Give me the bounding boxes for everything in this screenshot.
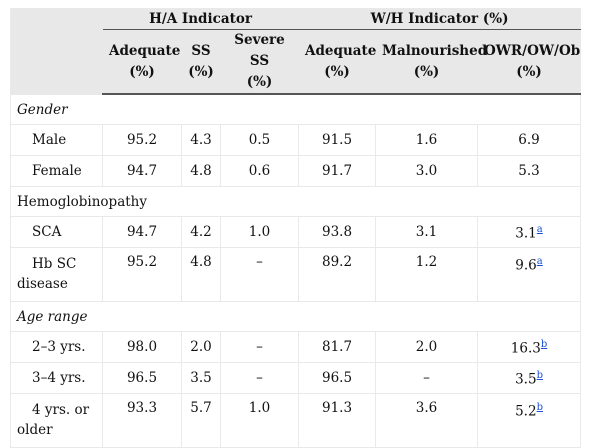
table-cell: 91.5 bbox=[298, 124, 377, 156]
table-cell: 4.2 bbox=[181, 216, 221, 248]
table-row: Female 94.7 4.8 0.6 91.7 3.0 5.3 bbox=[10, 155, 582, 187]
table-cell: 98.0 bbox=[102, 331, 182, 363]
table-cell: 4.3 bbox=[181, 124, 221, 156]
col-severe-ss: Severe SS (%) bbox=[219, 29, 300, 95]
table-cell: 1.0 bbox=[219, 216, 300, 248]
section-label: Gender bbox=[9, 93, 582, 125]
table-cell: – bbox=[219, 247, 300, 302]
row-label: 3–4 yrs. bbox=[10, 362, 103, 394]
table-cell: 93.8 bbox=[298, 216, 377, 248]
table-cell: 3.0 bbox=[375, 155, 479, 187]
table-cell: 1.6 bbox=[375, 124, 479, 156]
col-ss: SS (%) bbox=[181, 29, 221, 95]
ha-indicator-header: H/A Indicator bbox=[101, 8, 300, 30]
row-label: Female bbox=[10, 155, 103, 187]
table-cell: 95.2 bbox=[102, 124, 182, 156]
table-cell: 91.7 bbox=[298, 155, 377, 187]
footnote-link[interactable]: b bbox=[536, 402, 543, 413]
table-cell: 96.5 bbox=[102, 362, 182, 394]
footnote-link[interactable]: a bbox=[536, 256, 543, 267]
footnote-link[interactable]: b bbox=[540, 339, 548, 351]
table-cell: 3.5b bbox=[477, 362, 582, 394]
table-row: 3–4 yrs. 96.5 3.5 – 96.5 – 3.5b bbox=[10, 362, 582, 394]
row-label: Hb SC disease bbox=[10, 247, 103, 302]
table-row: SCA 94.7 4.2 1.0 93.8 3.1 3.1a bbox=[10, 216, 582, 248]
table-cell: 0.6 bbox=[219, 155, 300, 187]
section-label: Hemoglobinopathy bbox=[9, 186, 582, 217]
row-label: 2–3 yrs. bbox=[10, 331, 103, 363]
table-cell: 94.7 bbox=[102, 216, 182, 248]
table-cell: 1.2 bbox=[375, 247, 479, 302]
table-cell: 96.5 bbox=[298, 362, 377, 394]
table-cell: – bbox=[219, 331, 300, 363]
table-cell: 5.2b bbox=[477, 393, 582, 448]
table-cell: 93.3 bbox=[102, 393, 182, 448]
row-label: SCA bbox=[10, 216, 103, 248]
row-label: 4 yrs. or older bbox=[10, 393, 103, 448]
table-row: Male 95.2 4.3 0.5 91.5 1.6 6.9 bbox=[10, 124, 582, 156]
footnote-link[interactable]: a bbox=[536, 224, 543, 236]
table-row: Hb SC disease 95.2 4.8 – 89.2 1.2 9.6a bbox=[10, 247, 582, 302]
table-row: 4 yrs. or older 93.3 5.7 1.0 91.3 3.6 5.2… bbox=[10, 393, 582, 448]
table-cell: 4.8 bbox=[181, 247, 221, 302]
section-label: Age range bbox=[9, 301, 582, 332]
header-corner bbox=[10, 8, 103, 95]
table-cell: 89.2 bbox=[298, 247, 377, 302]
footnote-link[interactable]: b bbox=[536, 370, 543, 382]
table-cell: 3.1 bbox=[375, 216, 479, 248]
table-cell: 3.6 bbox=[375, 393, 479, 448]
table-cell: 5.3 bbox=[477, 155, 582, 187]
wh-indicator-header: W/H Indicator (%) bbox=[298, 8, 582, 30]
table-cell: 9.6a bbox=[477, 247, 582, 302]
table-cell: 1.0 bbox=[219, 393, 300, 448]
table-cell: 95.2 bbox=[102, 247, 182, 302]
table-cell: 6.9 bbox=[477, 124, 582, 156]
table-cell: – bbox=[375, 362, 479, 394]
table-cell: 3.5 bbox=[181, 362, 221, 394]
table-cell: 16.3b bbox=[477, 331, 582, 363]
table-row: 2–3 yrs. 98.0 2.0 – 81.7 2.0 16.3b bbox=[10, 331, 582, 363]
col-ha-adequate: Adequate (%) bbox=[102, 29, 182, 95]
table-cell: 0.5 bbox=[219, 124, 300, 156]
row-label: Male bbox=[10, 124, 103, 156]
col-malnourished: Malnourished (%) bbox=[375, 29, 487, 95]
table-cell: 91.3 bbox=[298, 393, 377, 448]
table-cell: 2.0 bbox=[375, 331, 479, 363]
col-wh-adequate: Adequate (%) bbox=[298, 29, 376, 95]
table-cell: 94.7 bbox=[102, 155, 182, 187]
section-row-age-range: Age range bbox=[9, 301, 582, 332]
table-cell: 4.8 bbox=[181, 155, 221, 187]
table-cell: 3.1a bbox=[477, 216, 582, 248]
table-cell: 2.0 bbox=[181, 331, 221, 363]
results-table: H/A Indicator W/H Indicator (%) Adequate… bbox=[9, 8, 582, 448]
table-cell: – bbox=[219, 362, 300, 394]
col-owr-ow-ob: OWR/OW/Ob (%) bbox=[477, 29, 582, 95]
section-row-hemoglobinopathy: Hemoglobinopathy bbox=[9, 186, 582, 217]
table-cell: 5.7 bbox=[181, 393, 221, 448]
section-row-gender: Gender bbox=[9, 93, 582, 125]
table-header: H/A Indicator W/H Indicator (%) Adequate… bbox=[10, 8, 582, 95]
table-cell: 81.7 bbox=[298, 331, 377, 363]
